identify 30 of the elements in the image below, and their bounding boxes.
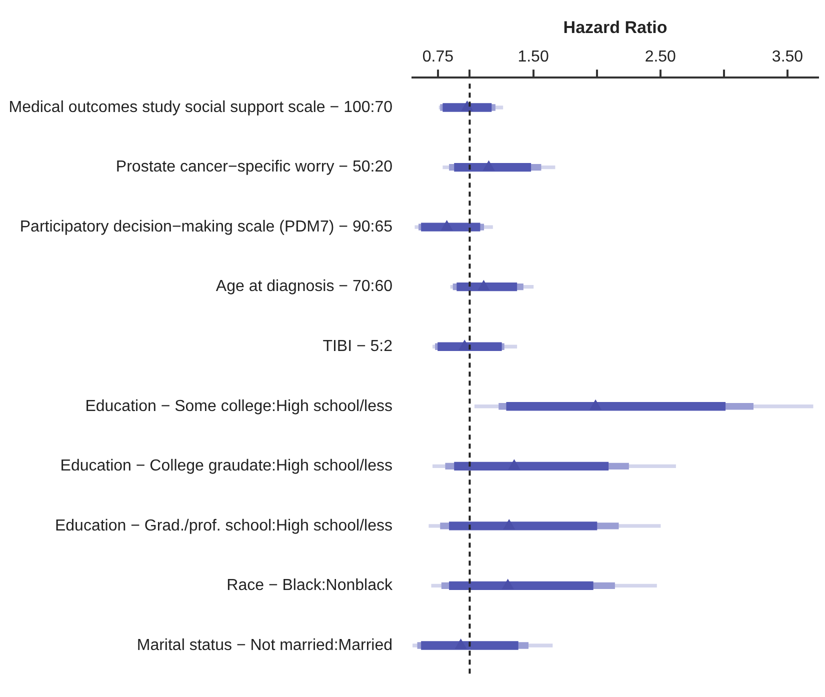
point: [478, 280, 490, 290]
point: [455, 639, 466, 650]
x-tick-label: 0.75: [422, 48, 454, 66]
point: [461, 100, 473, 111]
x-tick-label: 3.50: [772, 48, 804, 66]
point: [441, 220, 453, 231]
point: [458, 340, 470, 350]
x-tick-label: 2.50: [644, 48, 676, 66]
x-axis-title: Hazard Ratio: [563, 18, 668, 37]
bar: [449, 522, 598, 530]
y-tick-label: Prostate cancer−specific worry − 50:20: [116, 158, 393, 176]
bar: [506, 402, 726, 411]
y-tick-label: Education − Grad./prof. school:High school/less: [54, 517, 392, 534]
y-tick-label: Education − College graudate:High school/less: [60, 458, 392, 475]
bar: [454, 462, 609, 470]
y-tick-label: Medical outcomes study social support scale − 100:70: [8, 98, 393, 116]
bar: [449, 581, 594, 590]
point: [508, 460, 520, 470]
y-tick-label: Education − Some college:High school/less: [85, 398, 392, 415]
point: [502, 579, 514, 590]
y-tick-label: Participatory decision−making scale (PDM7) − 90:65: [20, 218, 393, 236]
point: [590, 400, 602, 410]
y-tick-label: Race − Black:Nonblack: [226, 577, 394, 594]
bar: [421, 222, 480, 232]
y-tick-label: Marital status − Not married:Married: [136, 636, 392, 654]
y-tick-label: TIBI − 5:2: [322, 338, 393, 356]
point: [503, 519, 515, 530]
y-tick-label: Age at diagnosis − 70:60: [216, 278, 393, 296]
point: [483, 160, 494, 171]
x-tick-label: 1.50: [518, 48, 549, 66]
